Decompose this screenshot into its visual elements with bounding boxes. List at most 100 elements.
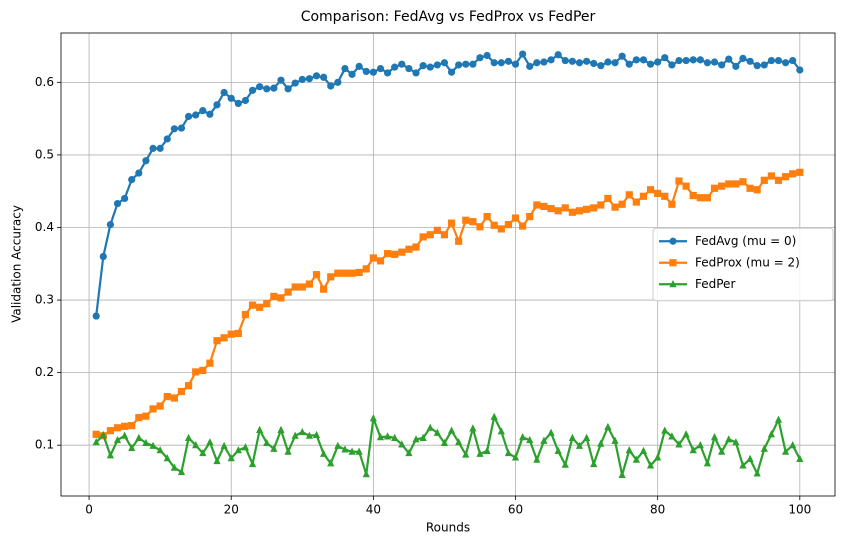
x-tick-label: 80 <box>650 503 665 517</box>
marker <box>447 68 456 76</box>
marker <box>675 440 683 448</box>
marker <box>554 207 562 215</box>
marker <box>163 392 171 401</box>
marker <box>156 144 164 152</box>
marker <box>604 58 612 66</box>
marker <box>99 252 107 261</box>
marker <box>526 435 534 444</box>
marker <box>696 194 704 202</box>
marker <box>412 243 420 251</box>
marker <box>327 459 335 467</box>
marker <box>703 194 712 202</box>
marker <box>490 59 498 67</box>
marker <box>490 412 498 420</box>
marker <box>796 454 804 462</box>
marker <box>469 424 477 432</box>
marker <box>320 285 328 293</box>
y-tick-label: 0.4 <box>35 220 54 234</box>
marker <box>767 172 775 180</box>
marker <box>177 467 186 476</box>
marker <box>192 111 200 119</box>
x-axis-label: Rounds <box>426 521 470 535</box>
marker <box>305 75 314 83</box>
marker <box>312 430 321 439</box>
marker <box>611 59 619 67</box>
marker <box>625 60 633 68</box>
marker <box>533 455 541 463</box>
marker <box>248 86 257 94</box>
marker <box>689 446 697 454</box>
marker <box>256 303 264 311</box>
marker <box>213 337 221 345</box>
marker <box>128 422 136 430</box>
marker <box>533 201 541 209</box>
marker <box>284 447 292 455</box>
marker <box>540 202 548 211</box>
y-tick-label: 0.6 <box>35 75 54 89</box>
marker <box>206 359 214 367</box>
marker <box>646 186 655 194</box>
marker <box>618 470 626 478</box>
marker <box>391 63 399 71</box>
marker <box>696 441 704 449</box>
marker <box>369 68 377 76</box>
marker <box>163 454 171 462</box>
marker <box>661 54 669 62</box>
marker <box>99 430 107 439</box>
marker <box>483 446 491 455</box>
marker <box>682 182 690 190</box>
marker <box>753 469 761 477</box>
marker <box>199 107 207 115</box>
marker <box>391 433 399 441</box>
marker <box>405 245 413 253</box>
marker <box>227 94 235 102</box>
marker <box>654 189 662 197</box>
marker <box>135 414 143 422</box>
marker <box>483 213 491 221</box>
marker <box>547 205 555 213</box>
marker <box>92 312 100 320</box>
marker <box>405 64 413 73</box>
marker <box>433 226 441 234</box>
marker <box>504 220 513 229</box>
marker <box>220 334 228 342</box>
y-axis-label: Validation Accuracy <box>10 205 24 323</box>
marker <box>156 446 164 454</box>
marker <box>149 441 157 449</box>
marker <box>383 69 392 77</box>
marker <box>590 459 598 468</box>
marker <box>739 461 747 469</box>
y-tick-label: 0.1 <box>35 438 54 452</box>
marker <box>476 223 484 231</box>
marker <box>767 56 775 65</box>
marker <box>383 250 392 258</box>
x-tick-label: 0 <box>85 503 93 517</box>
marker <box>263 300 271 308</box>
x-tick-label: 40 <box>366 503 381 517</box>
marker <box>789 56 797 65</box>
marker <box>170 463 178 471</box>
marker <box>540 436 548 444</box>
marker <box>206 438 214 446</box>
marker <box>192 441 200 449</box>
marker <box>121 194 129 203</box>
marker <box>106 220 114 229</box>
marker <box>668 200 676 208</box>
marker <box>298 427 306 436</box>
marker <box>334 78 342 86</box>
marker <box>419 433 427 441</box>
marker <box>753 62 761 70</box>
marker <box>632 455 640 463</box>
marker <box>725 435 733 443</box>
marker <box>668 61 676 69</box>
marker <box>234 446 242 454</box>
series <box>92 412 804 478</box>
marker <box>383 432 392 440</box>
marker <box>248 301 257 309</box>
legend: FedAvg (mu = 0) FedProx (mu = 2) FedPer <box>652 227 834 302</box>
marker <box>682 56 690 65</box>
marker <box>760 61 768 69</box>
marker <box>469 218 477 226</box>
marker <box>270 444 278 452</box>
marker <box>256 425 264 433</box>
